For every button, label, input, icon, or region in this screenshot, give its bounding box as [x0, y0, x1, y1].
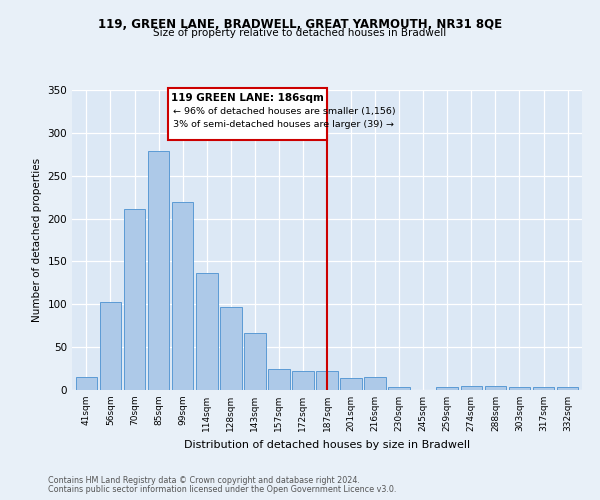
Text: 119, GREEN LANE, BRADWELL, GREAT YARMOUTH, NR31 8QE: 119, GREEN LANE, BRADWELL, GREAT YARMOUT…	[98, 18, 502, 30]
Bar	[388, 388, 410, 390]
Bar	[557, 388, 578, 390]
Bar	[364, 377, 386, 390]
X-axis label: Distribution of detached houses by size in Bradwell: Distribution of detached houses by size …	[184, 440, 470, 450]
Text: Size of property relative to detached houses in Bradwell: Size of property relative to detached ho…	[154, 28, 446, 38]
Bar	[461, 386, 482, 390]
Y-axis label: Number of detached properties: Number of detached properties	[32, 158, 42, 322]
Bar	[172, 202, 193, 390]
Bar	[292, 371, 314, 390]
Text: 119 GREEN LANE: 186sqm: 119 GREEN LANE: 186sqm	[171, 92, 324, 102]
Bar	[148, 151, 169, 390]
Bar	[124, 209, 145, 390]
Bar	[76, 377, 97, 390]
Bar	[196, 272, 218, 390]
Bar	[436, 386, 458, 390]
Bar	[244, 332, 266, 390]
Bar	[533, 388, 554, 390]
Text: Contains public sector information licensed under the Open Government Licence v3: Contains public sector information licen…	[48, 485, 397, 494]
Bar	[316, 371, 338, 390]
Bar	[485, 386, 506, 390]
Text: ← 96% of detached houses are smaller (1,156): ← 96% of detached houses are smaller (1,…	[173, 107, 395, 116]
Text: Contains HM Land Registry data © Crown copyright and database right 2024.: Contains HM Land Registry data © Crown c…	[48, 476, 360, 485]
Bar	[100, 302, 121, 390]
Bar	[220, 307, 242, 390]
Text: 3% of semi-detached houses are larger (39) →: 3% of semi-detached houses are larger (3…	[173, 120, 394, 129]
Bar	[168, 88, 327, 140]
Bar	[268, 368, 290, 390]
Bar	[509, 388, 530, 390]
Bar	[340, 378, 362, 390]
